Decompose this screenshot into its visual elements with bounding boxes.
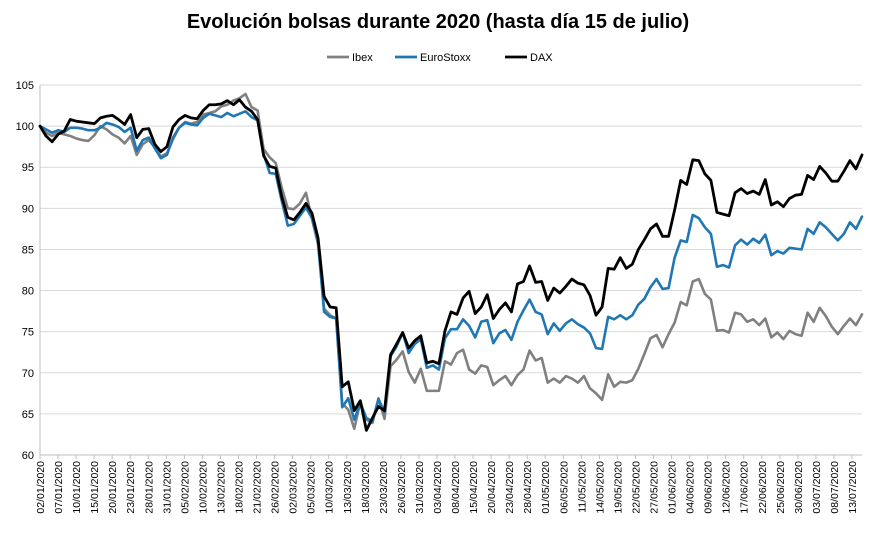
y-tick-label: 95 xyxy=(22,162,34,174)
x-tick-label: 31/01/2020 xyxy=(161,461,173,514)
x-tick-label: 08/07/2020 xyxy=(829,461,841,514)
x-tick-label: 20/04/2020 xyxy=(486,461,498,514)
x-tick-label: 06/05/2020 xyxy=(558,461,570,514)
x-tick-label: 03/07/2020 xyxy=(811,461,823,514)
x-tick-label: 02/03/2020 xyxy=(288,461,300,514)
legend-label-ibex: Ibex xyxy=(352,52,373,64)
x-tick-label: 23/04/2020 xyxy=(504,461,516,514)
series-line-ibex xyxy=(38,92,864,430)
x-tick-label: 17/06/2020 xyxy=(739,461,751,514)
x-tick-label: 15/04/2020 xyxy=(468,461,480,514)
legend-label-dax: DAX xyxy=(530,52,553,64)
plot-area xyxy=(38,92,864,432)
x-tick-label: 22/06/2020 xyxy=(757,461,769,514)
x-tick-label: 11/05/2020 xyxy=(576,461,588,513)
x-tick-label: 18/03/2020 xyxy=(360,461,372,514)
x-tick-label: 30/06/2020 xyxy=(793,461,805,514)
x-tick-label: 01/05/2020 xyxy=(540,461,552,514)
series-line-eurostoxx xyxy=(38,110,864,423)
y-tick-label: 105 xyxy=(16,80,34,92)
y-tick-label: 90 xyxy=(22,203,34,215)
gridlines xyxy=(40,84,862,456)
x-tick-label: 14/05/2020 xyxy=(594,461,606,514)
x-tick-label: 13/02/2020 xyxy=(215,461,227,514)
y-tick-label: 85 xyxy=(22,244,34,256)
x-tick-label: 20/01/2020 xyxy=(107,461,119,514)
x-tick-label: 05/03/2020 xyxy=(306,461,318,514)
x-tick-label: 02/01/2020 xyxy=(35,461,47,514)
x-tick-label: 07/01/2020 xyxy=(53,461,65,514)
x-tick-label: 13/03/2020 xyxy=(342,461,354,514)
x-tick-label: 22/05/2020 xyxy=(630,461,642,514)
x-tick-label: 10/03/2020 xyxy=(324,461,336,514)
y-tick-label: 70 xyxy=(22,368,34,380)
x-tick-label: 09/06/2020 xyxy=(703,461,715,514)
x-tick-label: 18/02/2020 xyxy=(233,461,245,514)
y-tick-label: 75 xyxy=(22,327,34,339)
x-tick-label: 28/04/2020 xyxy=(522,461,534,514)
legend: Ibex EuroStoxx DAX xyxy=(327,52,553,64)
x-tick-label: 10/02/2020 xyxy=(197,461,209,514)
x-tick-label: 12/06/2020 xyxy=(721,461,733,514)
x-tick-label: 31/03/2020 xyxy=(414,461,426,514)
series-line-dax xyxy=(38,98,864,432)
legend-label-eurostoxx: EuroStoxx xyxy=(420,52,471,64)
x-tick-label: 13/07/2020 xyxy=(847,461,859,514)
chart-title: Evolución bolsas durante 2020 (hasta día… xyxy=(187,11,689,33)
y-axis: 60 65 70 75 80 85 90 95 100 105 xyxy=(16,80,41,462)
x-tick-label: 15/01/2020 xyxy=(89,461,101,514)
x-tick-label: 10/01/2020 xyxy=(71,461,83,514)
x-tick-label: 01/06/2020 xyxy=(667,461,679,514)
x-tick-label: 23/01/2020 xyxy=(125,461,137,514)
x-tick-label: 27/05/2020 xyxy=(649,461,661,514)
y-tick-label: 80 xyxy=(22,286,34,298)
x-tick-label: 03/04/2020 xyxy=(432,461,444,514)
x-tick-label: 19/05/2020 xyxy=(612,461,624,514)
x-tick-label: 26/02/2020 xyxy=(270,461,282,514)
x-tick-label: 04/06/2020 xyxy=(685,461,697,514)
x-tick-label: 28/01/2020 xyxy=(143,461,155,514)
y-tick-label: 60 xyxy=(22,450,34,462)
x-tick-label: 08/04/2020 xyxy=(450,461,462,514)
x-tick-label: 26/03/2020 xyxy=(396,461,408,514)
x-tick-label: 05/02/2020 xyxy=(179,461,191,514)
y-tick-label: 100 xyxy=(16,121,34,133)
x-tick-label: 25/06/2020 xyxy=(775,461,787,514)
x-tick-label: 21/02/2020 xyxy=(252,461,264,514)
y-tick-label: 65 xyxy=(22,409,34,421)
x-tick-label: 23/03/2020 xyxy=(378,461,390,514)
x-axis: 02/01/2020 07/01/2020 10/01/2020 15/01/2020… xyxy=(35,454,862,514)
